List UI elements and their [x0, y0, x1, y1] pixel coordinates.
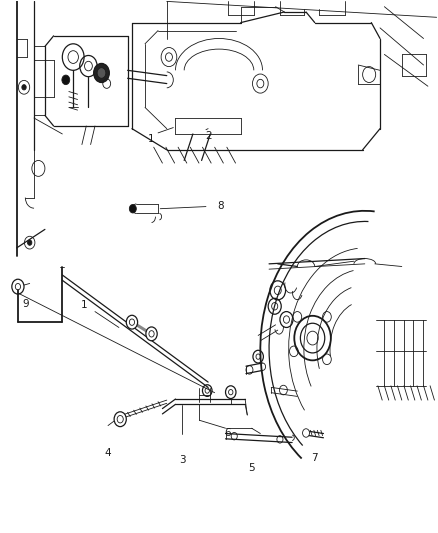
Circle shape [146, 327, 157, 341]
Circle shape [129, 205, 136, 213]
Circle shape [94, 63, 110, 83]
Text: 2: 2 [205, 131, 212, 141]
Circle shape [97, 68, 106, 78]
Text: 7: 7 [311, 453, 318, 463]
Text: 6: 6 [224, 428, 231, 438]
Text: 4: 4 [105, 448, 111, 458]
Circle shape [303, 429, 310, 437]
Circle shape [22, 85, 26, 90]
Text: 1: 1 [81, 300, 88, 310]
Text: 3: 3 [179, 455, 185, 465]
Text: 8: 8 [217, 200, 223, 211]
Circle shape [28, 240, 32, 245]
Text: 5: 5 [248, 463, 255, 473]
Circle shape [62, 75, 70, 85]
Text: 9: 9 [22, 300, 28, 309]
Circle shape [114, 412, 126, 426]
Text: 1: 1 [148, 134, 155, 144]
Circle shape [126, 316, 138, 329]
